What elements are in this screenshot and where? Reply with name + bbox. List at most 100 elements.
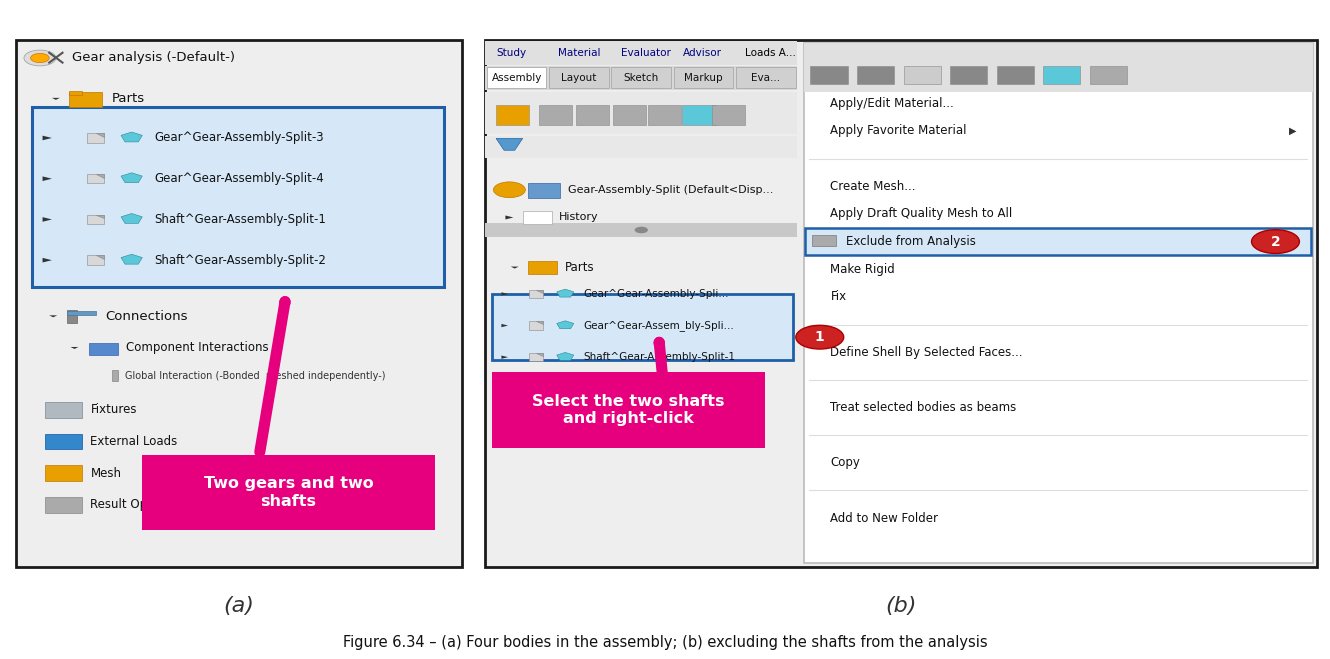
Bar <box>576 105 609 125</box>
Bar <box>803 43 1313 563</box>
Bar <box>89 343 118 355</box>
Bar <box>737 67 795 88</box>
Bar <box>712 105 745 125</box>
Text: Treat selected bodies as beams: Treat selected bodies as beams <box>830 401 1016 414</box>
Bar <box>485 41 797 65</box>
Bar <box>88 174 104 183</box>
Text: Two gears and two
shafts: Two gears and two shafts <box>203 476 374 509</box>
Text: Shaft^Gear-Assembly-Split-2: Shaft^Gear-Assembly-Split-2 <box>154 254 326 267</box>
Text: Select the two shafts
and right-click: Select the two shafts and right-click <box>532 394 725 426</box>
Text: Gear analysis (-Default-): Gear analysis (-Default-) <box>72 51 235 65</box>
Text: Eva...: Eva... <box>751 72 781 83</box>
Circle shape <box>1252 230 1299 254</box>
Circle shape <box>634 227 648 233</box>
Polygon shape <box>501 387 508 391</box>
Text: Advisor: Advisor <box>684 47 722 58</box>
Polygon shape <box>496 138 523 150</box>
Text: History: History <box>559 212 598 223</box>
Bar <box>45 465 82 481</box>
Text: Result Options: Result Options <box>90 498 177 511</box>
Text: 1: 1 <box>815 330 825 344</box>
Polygon shape <box>121 173 142 183</box>
Bar <box>805 228 1311 256</box>
Text: Sketch: Sketch <box>624 72 658 83</box>
Polygon shape <box>511 267 519 269</box>
Bar <box>523 211 552 224</box>
Text: ▶: ▶ <box>1289 126 1297 136</box>
Polygon shape <box>96 256 104 259</box>
Bar <box>69 92 102 107</box>
Polygon shape <box>49 316 57 318</box>
Bar <box>903 66 940 84</box>
Bar <box>648 105 681 125</box>
Polygon shape <box>557 353 573 360</box>
Bar <box>485 66 797 90</box>
Text: Global Interaction (-Bonded  meshed independently-): Global Interaction (-Bonded meshed indep… <box>125 370 386 381</box>
Bar <box>549 67 609 88</box>
Bar <box>811 235 835 246</box>
Bar <box>45 497 82 513</box>
Text: Mesh: Mesh <box>90 467 121 480</box>
Text: Fixtures: Fixtures <box>90 403 137 416</box>
Polygon shape <box>43 217 52 221</box>
Bar <box>112 370 118 381</box>
Bar <box>66 311 96 315</box>
Bar <box>612 67 672 88</box>
Bar <box>66 310 77 323</box>
Bar <box>539 105 572 125</box>
Polygon shape <box>70 347 78 349</box>
Text: 2: 2 <box>1270 235 1281 248</box>
Bar <box>528 353 544 361</box>
Bar <box>528 385 544 393</box>
Bar <box>45 402 82 418</box>
Bar <box>857 66 894 84</box>
Text: Exclude from Analysis: Exclude from Analysis <box>846 235 976 248</box>
Bar <box>88 133 104 143</box>
Circle shape <box>31 53 49 63</box>
Bar <box>1089 66 1127 84</box>
Text: Gear^Gear-Assembly-Spli...: Gear^Gear-Assembly-Spli... <box>584 289 729 299</box>
Bar <box>88 256 104 265</box>
Bar <box>485 40 1317 567</box>
Polygon shape <box>557 384 573 392</box>
Bar <box>142 455 435 530</box>
Text: Layout: Layout <box>561 72 597 83</box>
Text: Loads A...: Loads A... <box>746 47 797 58</box>
Text: Create Mesh...: Create Mesh... <box>830 180 916 193</box>
Text: Copy: Copy <box>830 456 861 469</box>
Polygon shape <box>536 385 544 387</box>
Text: Study: Study <box>496 47 527 58</box>
Bar <box>485 92 797 134</box>
Text: Make Rigid: Make Rigid <box>830 263 895 275</box>
Text: Apply Draft Quality Mesh to All: Apply Draft Quality Mesh to All <box>830 208 1012 221</box>
Bar <box>16 40 462 567</box>
Bar <box>528 183 560 198</box>
Polygon shape <box>536 322 544 324</box>
Bar <box>487 67 547 88</box>
Polygon shape <box>96 133 104 137</box>
Bar <box>88 215 104 224</box>
Bar <box>613 105 646 125</box>
Bar <box>674 67 734 88</box>
Polygon shape <box>557 321 573 329</box>
Polygon shape <box>43 258 52 262</box>
Bar <box>32 107 444 287</box>
Text: Shaft^Gear-Assembly-Split-2: Shaft^Gear-Assembly-Split-2 <box>584 384 735 394</box>
Circle shape <box>493 182 525 198</box>
Text: Shaft^Gear-Assembly-Split-1: Shaft^Gear-Assembly-Split-1 <box>154 213 326 226</box>
Text: Assembly: Assembly <box>491 72 541 83</box>
Bar <box>492 294 793 360</box>
Polygon shape <box>52 98 60 100</box>
Polygon shape <box>501 293 508 296</box>
Text: Parts: Parts <box>565 261 595 274</box>
Bar <box>45 434 82 449</box>
Text: Apply/Edit Material...: Apply/Edit Material... <box>830 97 954 110</box>
Text: Apply Favorite Material: Apply Favorite Material <box>830 125 967 138</box>
Bar <box>485 136 797 158</box>
Text: Add to New Folder: Add to New Folder <box>830 511 939 525</box>
Bar <box>803 43 1313 92</box>
Text: (a): (a) <box>223 596 254 616</box>
Bar <box>528 290 544 298</box>
Text: Fix: Fix <box>830 291 846 303</box>
Polygon shape <box>43 136 52 140</box>
